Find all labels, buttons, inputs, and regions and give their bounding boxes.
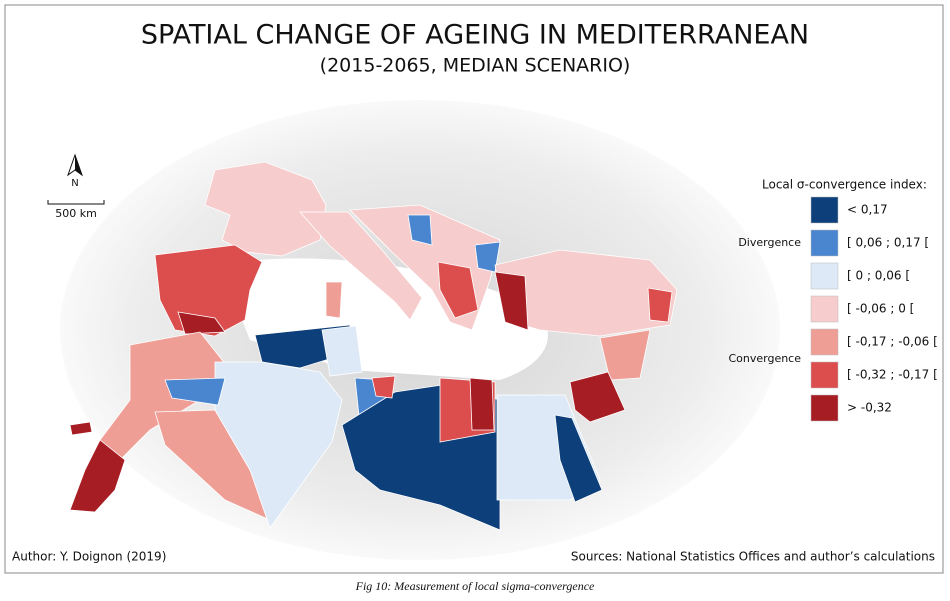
legend: Local σ-convergence index: Divergence Co…: [728, 178, 938, 422]
sources: Sources: National Statistics Offices and…: [571, 550, 935, 564]
legend-label: [ 0,06 ; 0,17 [: [847, 236, 929, 250]
legend-group: Convergence: [728, 352, 801, 365]
legend-label: [ -0,32 ; -0,17 [: [847, 368, 938, 382]
legend-title: Local σ-convergence index:: [762, 178, 927, 192]
legend-label: > -0,32: [847, 401, 892, 415]
legend-swatch: [810, 394, 839, 422]
legend-label: [ -0,17 ; -0,06 [: [847, 335, 938, 349]
region-andalusia: [177, 311, 226, 335]
legend-label: < 0,17: [847, 203, 888, 217]
legend-swatch: [810, 328, 839, 356]
region-cyrenaica: [469, 377, 495, 431]
region-east-turkey: [647, 287, 673, 323]
region-tripolitania: [371, 375, 396, 399]
title: SPATIAL CHANGE OF AGEING IN MEDITERRANEA…: [141, 20, 809, 51]
subtitle: (2015-2065, MEDIAN SCENARIO): [320, 55, 631, 77]
legend-label: [ -0,06 ; 0 [: [847, 302, 914, 316]
caption: Fig 10: Measurement of local sigma-conve…: [355, 579, 595, 593]
legend-label: [ 0 ; 0,06 [: [847, 269, 910, 283]
region-italy: [299, 211, 423, 321]
region-algeria: [214, 361, 343, 529]
region-greece: [437, 261, 479, 319]
region-algeria-west: [164, 377, 226, 406]
region-tunisia: [321, 325, 363, 377]
region-france: [204, 161, 327, 257]
legend-swatch: [810, 229, 839, 257]
legend-swatch: [810, 262, 839, 290]
region-canaries: [69, 421, 93, 436]
scale-bar: 500 km: [47, 200, 105, 220]
region-west-turkey: [494, 271, 529, 331]
north-arrow: N: [67, 153, 83, 189]
scale-label: 500 km: [55, 207, 97, 220]
north-label: N: [71, 178, 78, 189]
legend-group: Divergence: [738, 236, 801, 249]
region-syria: [599, 329, 651, 381]
region-morocco: [99, 331, 231, 461]
region-sardinia: [325, 281, 343, 319]
legend-swatch: [810, 361, 839, 389]
legend-swatch: [810, 196, 839, 224]
author: Author: Y. Doignon (2019): [12, 550, 166, 564]
legend-swatch: [810, 295, 839, 323]
north-arrow-fill: [75, 155, 82, 175]
region-sahara: [69, 439, 126, 513]
region-nile: [554, 414, 603, 503]
map: [69, 161, 678, 531]
region-levant: [569, 371, 626, 423]
region-serbia: [407, 214, 433, 246]
scale-line: [47, 200, 105, 205]
